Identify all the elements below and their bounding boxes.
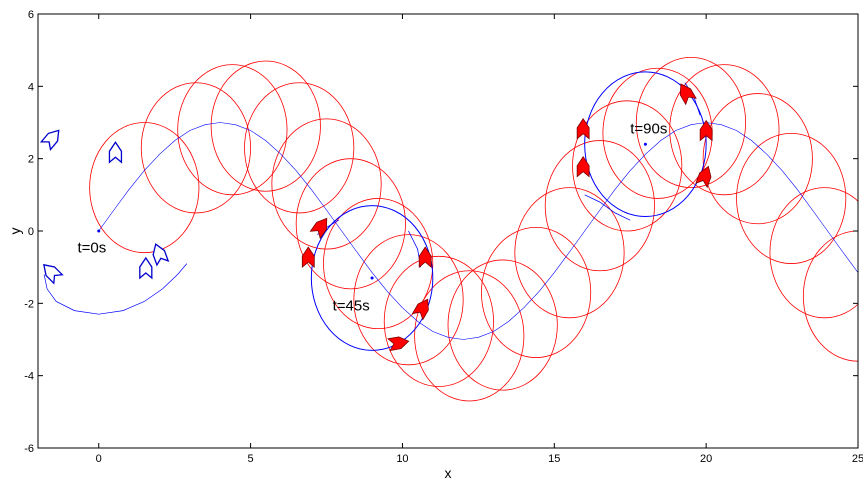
circle-10 [414,270,525,402]
x-tick-label-15: 15 [548,453,560,465]
circle-19 [702,93,813,225]
vehicle-filled-1 [301,246,315,268]
loop-90s-line [584,71,707,218]
circle-5 [271,118,382,250]
vehicle-filled-3 [411,298,429,321]
circle-11 [447,259,558,391]
circle-20 [736,132,847,264]
circle-21 [769,187,858,319]
circle-group [89,57,858,402]
x-axis-label: x [445,465,452,481]
circle-7 [323,198,434,330]
x-tick-label-0: 0 [96,453,102,465]
circle-14 [544,140,655,272]
circle-17 [635,57,747,188]
vehicle-outline-4 [152,243,170,267]
reference-path-line [98,122,858,340]
vehicle-outline-1 [108,141,123,164]
vehicle-outline-0 [39,129,60,152]
x-tick-label-10: 10 [396,453,408,465]
y-tick-label-2: 2 [28,154,34,166]
vehicle-filled-9 [695,165,712,189]
annotation-t90: t=90s [630,120,667,137]
vehicle-outline-2 [43,263,64,285]
tick-group: 0 5 10 15 20 25 -6 -4 -2 0 2 4 6 [24,9,863,465]
initial-arc-line [43,263,188,315]
circle-22 [802,230,858,362]
axes-box [37,13,859,449]
annotation-marker-0 [97,229,101,233]
circle-18 [669,64,780,196]
circle-3 [210,60,321,192]
y-tick-label-6: 6 [28,9,34,21]
vehicle-filled-8 [699,119,713,142]
circle-2 [177,64,288,196]
vehicle-filled-2 [418,246,432,268]
circle-1 [140,82,251,214]
circle-6 [295,158,406,290]
x-tick-label-5: 5 [248,453,254,465]
circle-8 [353,234,464,366]
vehicle-filled-5 [576,118,590,140]
loop-45s-line [310,205,434,351]
vehicle-group [39,83,713,352]
y-tick-label-neg6: -6 [24,443,34,455]
y-axis-label: y [7,228,23,235]
annotation-group: t=0s t=45s t=90s [77,120,667,314]
vehicle-outline-3 [139,256,153,280]
y-tick-label-neg2: -2 [24,298,34,310]
x-tick-label-20: 20 [700,453,712,465]
y-tick-label-0: 0 [28,226,34,238]
loop-connector-2 [584,194,631,221]
annotation-marker-1 [370,276,374,280]
circle-12 [481,226,592,358]
circle-4 [244,82,355,214]
vehicle-filled-4 [387,336,410,352]
circle-13 [514,187,625,319]
circle-9 [383,255,494,387]
annotation-t0: t=0s [77,240,106,257]
annotation-t45: t=45s [333,298,370,315]
x-tick-label-25: 25 [852,453,863,465]
annotation-marker-2 [643,142,647,146]
vehicle-filled-0 [309,217,328,240]
circle-0 [89,122,200,254]
vehicle-filled-6 [576,155,590,178]
vehicle-filled-7 [679,83,697,106]
circle-15 [572,100,683,232]
path-group [43,71,858,351]
y-tick-label-neg4: -4 [24,371,34,383]
y-tick-label-4: 4 [28,81,34,93]
